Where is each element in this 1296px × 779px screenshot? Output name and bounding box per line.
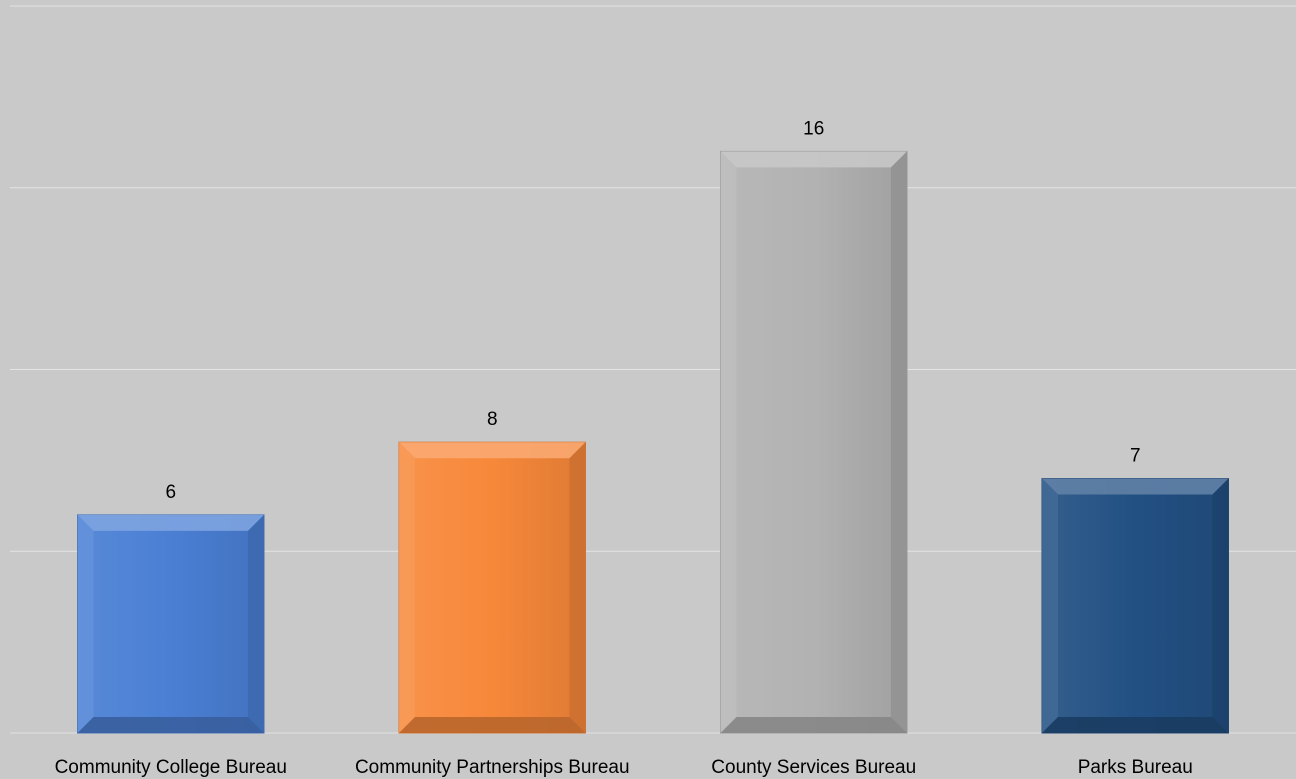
category-label: County Services Bureau (711, 757, 916, 778)
bar (77, 514, 265, 734)
data-label: 6 (165, 482, 176, 503)
category-labels: Community College Bureau Community Partne… (55, 757, 1193, 778)
category-label: Community College Bureau (55, 757, 287, 778)
bar (1041, 478, 1229, 734)
bar (720, 150, 908, 734)
bar (398, 441, 586, 734)
bars (77, 150, 1229, 734)
data-label: 8 (487, 409, 498, 430)
data-label: 7 (1130, 446, 1141, 467)
category-label: Community Partnerships Bureau (355, 757, 630, 778)
category-label: Parks Bureau (1078, 757, 1193, 778)
data-labels: 6 8 16 7 (165, 118, 1140, 503)
data-label: 16 (803, 118, 824, 139)
